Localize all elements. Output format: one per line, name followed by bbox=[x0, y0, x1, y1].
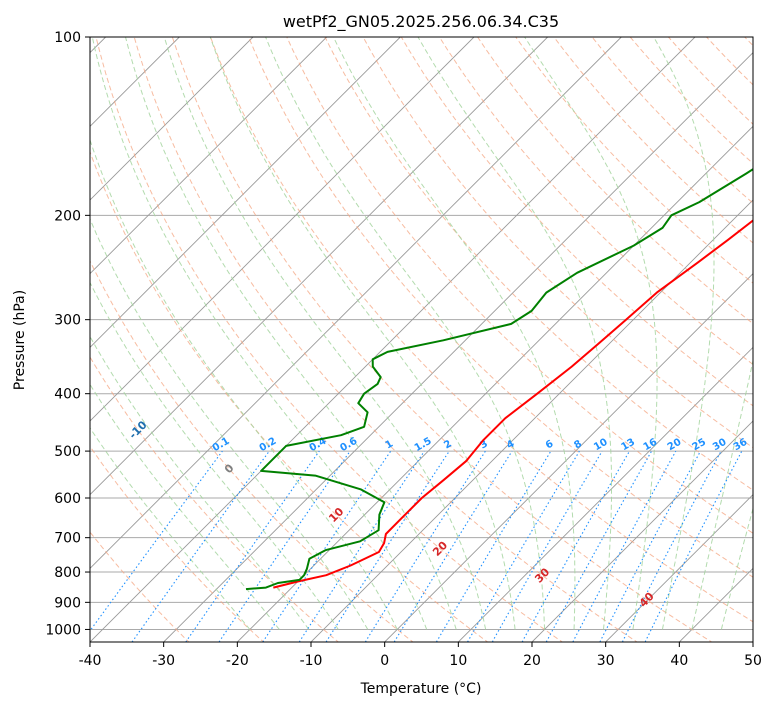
y-tick-label: 1000 bbox=[45, 622, 81, 638]
y-tick-label: 100 bbox=[54, 30, 81, 46]
mixing-ratio-line bbox=[262, 450, 392, 642]
mixing-ratio-label: 6 bbox=[544, 438, 556, 451]
mixing-ratio-line bbox=[521, 450, 630, 642]
moist-adiabat bbox=[653, 37, 715, 630]
mixing-ratio-lines bbox=[90, 450, 743, 642]
x-tick-label: 20 bbox=[523, 653, 541, 669]
mixing-ratio-line bbox=[325, 450, 450, 642]
mixing-ratio-label: 3 bbox=[478, 438, 490, 451]
y-tick-label: 300 bbox=[54, 313, 81, 329]
isotherm-line bbox=[531, 420, 753, 642]
plot-area: 0.10.20.40.611.52346810131620253036-100-… bbox=[90, 37, 753, 642]
mixing-ratio-line bbox=[185, 450, 320, 642]
moist-adiabat bbox=[265, 37, 546, 630]
moist-adiabat bbox=[125, 37, 457, 630]
isotherm-line bbox=[90, 37, 254, 201]
mixing-ratio-line bbox=[131, 450, 270, 642]
x-tick-label: 10 bbox=[449, 653, 467, 669]
mixing-ratio-line bbox=[393, 450, 513, 642]
moist-adiabat bbox=[91, 37, 428, 630]
mixing-ratio-label: 2 bbox=[442, 438, 454, 451]
isotherm-line bbox=[90, 37, 696, 642]
y-tick-label: 800 bbox=[54, 565, 81, 581]
mixing-ratio-label: 1 bbox=[384, 438, 396, 451]
dry-adiabat bbox=[90, 531, 190, 642]
isotherm-line bbox=[384, 273, 753, 642]
dry-adiabat bbox=[362, 37, 753, 449]
profile-line bbox=[273, 219, 753, 589]
x-tick-label: -10 bbox=[300, 653, 323, 669]
y-axis-ticks: 100 200 300 400 500 600 700 800 900 1000 bbox=[45, 30, 90, 638]
dry-adiabat bbox=[90, 259, 414, 642]
mixing-ratio-line bbox=[644, 450, 743, 642]
dry-adiabat bbox=[171, 37, 713, 642]
dry-adiabat bbox=[90, 356, 340, 642]
dry-adiabat bbox=[286, 37, 753, 534]
dry-adiabat bbox=[210, 37, 753, 623]
moist-adiabat bbox=[90, 138, 398, 630]
y-tick-label: 500 bbox=[54, 444, 81, 460]
y-tick-label: 600 bbox=[54, 491, 81, 507]
plot-frame bbox=[89, 36, 754, 643]
dry-adiabat bbox=[90, 150, 489, 642]
x-tick-label: -30 bbox=[152, 653, 175, 669]
mixing-ratio-line bbox=[572, 450, 677, 642]
y-tick-label: 700 bbox=[54, 531, 81, 547]
x-tick-label: 0 bbox=[380, 653, 389, 669]
isotherm-line bbox=[605, 494, 753, 642]
dry-adiabat bbox=[438, 37, 753, 366]
chart-title: wetPf2_GN05.2025.256.06.34.C35 bbox=[283, 12, 559, 32]
isotherm-grid bbox=[90, 37, 753, 642]
moist-adiabat bbox=[209, 37, 516, 630]
moist-adiabat bbox=[163, 37, 487, 630]
isotherm-line bbox=[90, 37, 622, 569]
isotherm-line bbox=[90, 37, 475, 422]
x-axis-label: Temperature (°C) bbox=[360, 681, 482, 697]
mixing-ratio-line bbox=[298, 450, 425, 642]
isotherm-line bbox=[90, 37, 548, 496]
isotherm-line bbox=[237, 125, 753, 642]
moist-adiabat bbox=[417, 37, 612, 630]
mixing-ratio-label: 4 bbox=[505, 438, 517, 451]
y-tick-label: 400 bbox=[54, 387, 81, 403]
profile-line bbox=[245, 168, 753, 591]
isotherm-line bbox=[163, 52, 753, 642]
x-tick-label: 30 bbox=[597, 653, 615, 669]
moist-adiabat bbox=[524, 37, 658, 630]
x-tick-label: -20 bbox=[226, 653, 249, 669]
dry-adiabat bbox=[90, 445, 265, 642]
moist-adiabat bbox=[90, 217, 369, 630]
y-tick-label: 200 bbox=[54, 208, 81, 224]
isotherm-line bbox=[90, 37, 327, 275]
dry-adiabat bbox=[324, 37, 753, 491]
dry-adiabat bbox=[95, 37, 564, 642]
x-tick-label: 50 bbox=[744, 653, 762, 669]
y-tick-label: 900 bbox=[54, 595, 81, 611]
profile-series bbox=[245, 168, 753, 591]
mixing-ratio-line bbox=[218, 450, 351, 642]
isotherm-line bbox=[458, 346, 753, 642]
x-tick-label: 40 bbox=[670, 653, 688, 669]
mixing-ratio-line bbox=[90, 450, 223, 632]
y-axis-label: Pressure (hPa) bbox=[12, 290, 28, 390]
x-axis-ticks: -40 -30 -20 -10 0 10 20 30 40 50 bbox=[79, 642, 762, 669]
moist-adiabat bbox=[720, 506, 753, 630]
moist-adiabat bbox=[691, 358, 753, 630]
x-tick-label: -40 bbox=[79, 653, 102, 669]
isotherm-line bbox=[90, 37, 401, 348]
moist-adiabat bbox=[90, 281, 339, 630]
mixing-ratio-label: 8 bbox=[572, 438, 584, 451]
mixing-ratio-line bbox=[545, 450, 653, 642]
